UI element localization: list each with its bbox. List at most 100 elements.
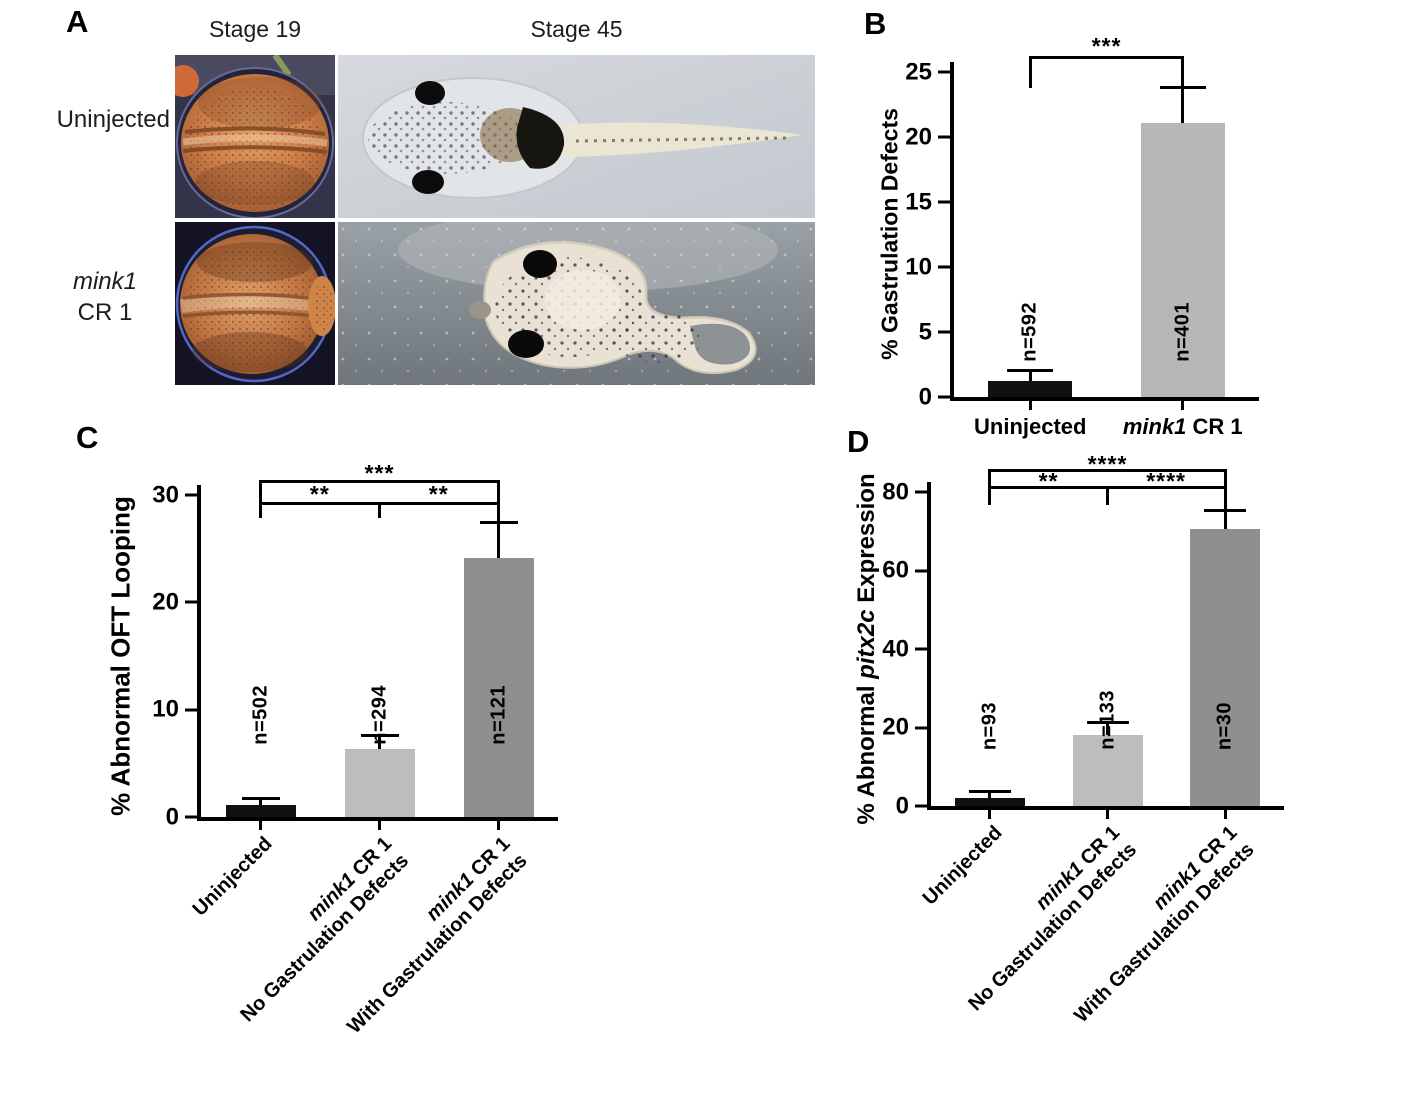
bar — [463, 558, 534, 817]
x-axis-label: Uninjected — [974, 414, 1086, 440]
bar-group: n=401 mink1 CR 1 — [1107, 72, 1260, 439]
y-axis-tick: 20 — [152, 590, 197, 614]
tadpole-photo-uninjected-stage45 — [338, 55, 815, 218]
n-label: n=502 — [249, 685, 271, 745]
bar — [1140, 122, 1225, 397]
bar-group: n=30 mink1 CR 1 With Gastrulation Defects — [1070, 492, 1284, 1027]
bar — [954, 798, 1025, 806]
embryo-photo-uninjected-stage19 — [175, 55, 335, 218]
significance-stars: *** — [364, 460, 395, 486]
text-segment: Uninjected — [188, 832, 277, 921]
error-bar — [241, 796, 280, 806]
embryo-photo-mink1-stage19 — [175, 222, 335, 385]
x-axis-tick — [1223, 810, 1227, 819]
bracket-line — [989, 469, 1226, 472]
text-segment: Uninjected — [918, 821, 1007, 910]
bar — [1072, 735, 1143, 806]
y-axis-tick: 60 — [882, 558, 927, 582]
y-axis-label: % Abnormal OFT Looping — [106, 496, 137, 816]
y-axis-tick: 30 — [152, 483, 197, 507]
x-axis-tick — [497, 821, 500, 830]
bars-area: n=93 Uninjected n=133 mink1 CR 1 No Gastrula… — [918, 492, 1284, 1027]
y-axis-tick: 10 — [905, 255, 950, 279]
y-axis-label: % Abnormal pitx2c Expression — [853, 473, 881, 824]
row-label-mink1: mink1 — [72, 268, 138, 295]
y-axis-tick: 80 — [882, 480, 927, 504]
bar-group: n=133 mink1 CR 1 No Gastrulation Defects — [964, 492, 1167, 1015]
bar — [988, 381, 1073, 397]
y-tick-label: 0 — [895, 792, 909, 819]
y-tick-label: 40 — [882, 635, 909, 662]
panel-a-letter: A — [66, 4, 89, 39]
y-tick-label: 15 — [905, 188, 932, 215]
text-segment: % Abnormal OFT Looping — [105, 496, 136, 816]
n-label: n=93 — [978, 701, 1001, 750]
n-label: n=121 — [487, 685, 509, 745]
y-axis-tick: 20 — [882, 715, 927, 739]
y-tick-label: 80 — [882, 478, 909, 505]
bars-area: n=502 Uninjected n=294 mink1 CR 1 No Gastrul… — [189, 495, 558, 1038]
bracket-line — [989, 486, 1226, 489]
panel-d-chart: D % Abnormal pitx2c Expression n=93 Uninj… — [847, 426, 1284, 1027]
row-label-mink1-cr1: mink1 CR 1 — [33, 266, 177, 328]
bar-group: n=502 Uninjected — [189, 495, 320, 921]
y-tick-label: 10 — [152, 695, 179, 723]
x-axis-tick — [259, 821, 262, 830]
x-axis-tick — [988, 810, 992, 819]
error-bar — [1086, 721, 1129, 736]
error-bar — [1159, 85, 1206, 123]
column-header-stage19: Stage 19 — [208, 16, 302, 42]
x-axis-label: Uninjected — [188, 832, 277, 921]
y-tick-label: 0 — [918, 383, 932, 410]
y-axis-tick: 10 — [152, 697, 197, 721]
y-tick-label: 60 — [882, 556, 909, 584]
error-bar — [1204, 509, 1247, 530]
y-axis-label: % Gastrulation Defects — [877, 108, 904, 360]
n-label: n=401 — [1171, 302, 1194, 362]
row-label-uninjected: Uninjected — [56, 106, 170, 133]
panel-c-letter: C — [76, 420, 99, 455]
text-segment: % Abnormal — [853, 678, 880, 825]
row-label-cr1: CR 1 — [77, 299, 133, 326]
y-axis-tick: 40 — [882, 637, 927, 661]
n-label: n=294 — [368, 685, 390, 745]
text-segment: CR 1 — [1186, 414, 1243, 439]
y-tick-label: 25 — [905, 58, 932, 85]
n-label: n=133 — [1096, 690, 1118, 750]
significance-stars: **** — [1087, 451, 1128, 477]
error-bar — [360, 733, 399, 750]
y-tick-label: 10 — [905, 253, 932, 280]
error-bar — [968, 790, 1011, 798]
panel-d-letter: D — [847, 424, 870, 459]
embryo-photo-mink1-stage45 — [338, 222, 815, 385]
bar-group: n=294 mink1 CR 1 No Gastrulation Defects — [236, 495, 439, 1026]
significance-stars: **** — [1146, 468, 1186, 494]
bar — [225, 805, 296, 817]
y-tick-label: 30 — [152, 481, 179, 508]
y-axis-tick: 0 — [896, 794, 927, 818]
column-header-stage45: Stage 45 — [530, 16, 623, 42]
significance-stars: ** — [1038, 468, 1059, 494]
text-segment: Uninjected — [974, 414, 1087, 439]
x-axis-tick — [1028, 401, 1032, 410]
y-axis-tick: 5 — [919, 320, 950, 344]
error-bar — [479, 520, 518, 559]
panel-b-chart: B % Gastrulation Defects n=592 Uninjected… — [864, 8, 1260, 439]
y-tick-label: 5 — [918, 318, 932, 345]
x-axis-label: Uninjected — [918, 821, 1007, 910]
y-axis-tick: 0 — [919, 385, 950, 409]
y-tick-label: 20 — [882, 713, 909, 741]
text-segment: % Gastrulation Defects — [876, 108, 903, 360]
y-axis-tick: 25 — [905, 60, 950, 84]
x-axis-label: mink1 CR 1 — [1123, 414, 1243, 440]
bar-group: n=592 Uninjected — [954, 72, 1107, 439]
error-bar — [1007, 369, 1054, 382]
text-segment: Expression — [853, 473, 880, 610]
y-axis-tick: 0 — [166, 805, 197, 829]
bar-group: n=93 Uninjected — [918, 492, 1049, 910]
y-tick-label: 20 — [152, 588, 179, 616]
bracket-line — [260, 480, 499, 483]
y-tick-label: 20 — [905, 123, 932, 150]
x-axis-tick — [378, 821, 381, 830]
bracket-line — [1030, 56, 1183, 59]
